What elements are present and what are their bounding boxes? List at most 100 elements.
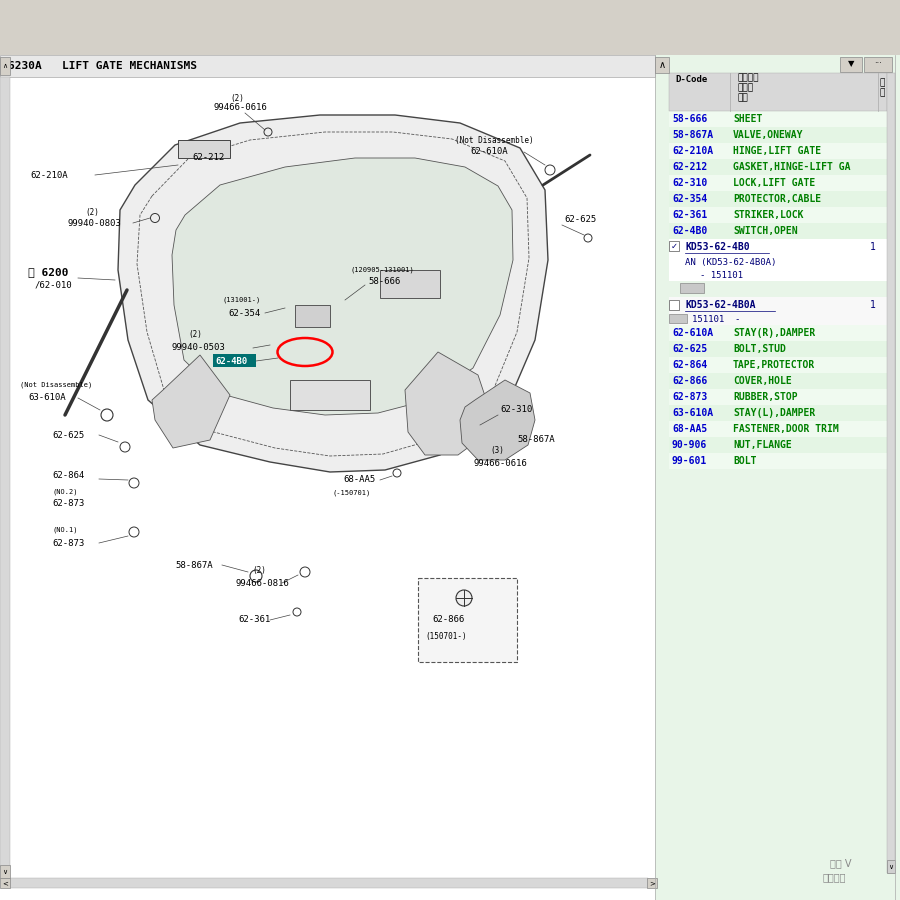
FancyBboxPatch shape [213, 354, 256, 367]
FancyBboxPatch shape [0, 77, 10, 867]
FancyBboxPatch shape [669, 239, 887, 255]
Text: STAY(L),DAMPER: STAY(L),DAMPER [733, 408, 815, 418]
FancyBboxPatch shape [669, 421, 887, 437]
Text: /62-010: /62-010 [35, 281, 73, 290]
Text: 62-873: 62-873 [52, 538, 85, 547]
Text: BOLT,STUD: BOLT,STUD [733, 344, 786, 354]
Text: 58-666: 58-666 [672, 114, 707, 124]
Polygon shape [405, 352, 488, 455]
Circle shape [456, 590, 472, 606]
Text: STAY(R),DAMPER: STAY(R),DAMPER [733, 328, 815, 338]
Text: ✓: ✓ [670, 241, 678, 250]
FancyBboxPatch shape [669, 341, 887, 357]
Text: 1: 1 [870, 242, 876, 252]
FancyBboxPatch shape [669, 300, 679, 310]
Text: 63-610A: 63-610A [672, 408, 713, 418]
Text: 62-625: 62-625 [564, 215, 596, 224]
FancyBboxPatch shape [669, 313, 887, 325]
FancyBboxPatch shape [295, 305, 330, 327]
Text: AN (KD53-62-4B0A): AN (KD53-62-4B0A) [685, 257, 777, 266]
Text: 99-601: 99-601 [672, 456, 707, 466]
Text: ∧: ∧ [659, 60, 666, 70]
Text: COVER,HOLE: COVER,HOLE [733, 376, 792, 386]
Text: (2): (2) [230, 94, 244, 103]
Text: ···: ··· [874, 59, 882, 68]
Text: SWITCH,OPEN: SWITCH,OPEN [733, 226, 797, 236]
FancyBboxPatch shape [669, 175, 887, 191]
Text: 63-610A: 63-610A [28, 393, 66, 402]
Text: HINGE,LIFT GATE: HINGE,LIFT GATE [733, 146, 821, 156]
FancyBboxPatch shape [669, 223, 887, 239]
Polygon shape [152, 355, 230, 448]
FancyBboxPatch shape [669, 373, 887, 389]
FancyBboxPatch shape [178, 140, 230, 158]
FancyBboxPatch shape [669, 241, 679, 251]
Text: (NO.1): (NO.1) [52, 526, 77, 533]
FancyBboxPatch shape [669, 111, 887, 127]
FancyBboxPatch shape [0, 55, 655, 77]
Text: PROTECTOR,CABLE: PROTECTOR,CABLE [733, 194, 821, 204]
Text: 数
量: 数 量 [879, 78, 885, 98]
FancyBboxPatch shape [669, 159, 887, 175]
Text: >: > [649, 880, 655, 886]
Text: ∨: ∨ [888, 864, 894, 870]
Text: TAPE,PROTECTOR: TAPE,PROTECTOR [733, 360, 815, 370]
Text: 62-210A: 62-210A [672, 146, 713, 156]
FancyBboxPatch shape [840, 57, 862, 72]
Text: STRIKER,LOCK: STRIKER,LOCK [733, 210, 804, 220]
FancyBboxPatch shape [887, 73, 895, 873]
FancyBboxPatch shape [669, 405, 887, 421]
Text: 99466-0616: 99466-0616 [474, 458, 527, 467]
Text: 99466-0616: 99466-0616 [213, 104, 266, 112]
Text: KD53-62-4B0: KD53-62-4B0 [685, 242, 750, 252]
Text: (Not Disassemble): (Not Disassemble) [20, 382, 92, 388]
Text: 151101  -: 151101 - [692, 314, 741, 323]
Text: 62-610A: 62-610A [672, 328, 713, 338]
Text: NUT,FLANGE: NUT,FLANGE [733, 440, 792, 450]
Text: (3): (3) [490, 446, 504, 454]
Text: 62-873: 62-873 [672, 392, 707, 402]
Text: 62-361: 62-361 [672, 210, 707, 220]
Text: 62-212: 62-212 [192, 154, 224, 163]
FancyBboxPatch shape [669, 207, 887, 223]
Text: 68-AA5: 68-AA5 [343, 475, 375, 484]
Text: 58-867A: 58-867A [175, 561, 212, 570]
Text: 转到设置: 转到设置 [823, 872, 847, 882]
Text: 90-906: 90-906 [672, 440, 707, 450]
FancyBboxPatch shape [680, 283, 704, 293]
Text: 62-310: 62-310 [672, 178, 707, 188]
Text: (120905-131001): (120905-131001) [350, 266, 414, 274]
Text: - 151101: - 151101 [700, 271, 743, 280]
FancyBboxPatch shape [0, 57, 10, 75]
FancyBboxPatch shape [0, 878, 10, 888]
FancyBboxPatch shape [418, 578, 517, 662]
Text: GASKET,HINGE-LIFT GA: GASKET,HINGE-LIFT GA [733, 162, 850, 172]
FancyBboxPatch shape [655, 55, 900, 900]
FancyBboxPatch shape [669, 357, 887, 373]
Text: (131001-): (131001-) [222, 297, 260, 303]
FancyBboxPatch shape [669, 127, 887, 143]
FancyBboxPatch shape [290, 380, 370, 410]
Text: <: < [2, 880, 8, 886]
Text: 6230A   LIFT GATE MECHANISMS: 6230A LIFT GATE MECHANISMS [8, 61, 197, 71]
Text: (-150701): (-150701) [333, 490, 371, 496]
Text: 99940-0803: 99940-0803 [68, 219, 122, 228]
Text: 部件名称: 部件名称 [738, 74, 760, 83]
Text: VALVE,ONEWAY: VALVE,ONEWAY [733, 130, 804, 140]
Text: LOCK,LIFT GATE: LOCK,LIFT GATE [733, 178, 815, 188]
FancyBboxPatch shape [669, 269, 887, 281]
FancyBboxPatch shape [669, 453, 887, 469]
FancyBboxPatch shape [669, 143, 887, 159]
Text: RUBBER,STOP: RUBBER,STOP [733, 392, 797, 402]
FancyBboxPatch shape [669, 191, 887, 207]
FancyBboxPatch shape [669, 255, 887, 269]
Text: FASTENER,DOOR TRIM: FASTENER,DOOR TRIM [733, 424, 839, 434]
FancyBboxPatch shape [669, 314, 687, 323]
Text: 68-AA5: 68-AA5 [672, 424, 707, 434]
Text: 部件号: 部件号 [738, 84, 754, 93]
FancyBboxPatch shape [380, 270, 440, 298]
Text: (150701-): (150701-) [425, 632, 466, 641]
FancyBboxPatch shape [0, 865, 10, 878]
Text: (2): (2) [188, 330, 202, 339]
Text: 说明: 说明 [738, 94, 749, 103]
